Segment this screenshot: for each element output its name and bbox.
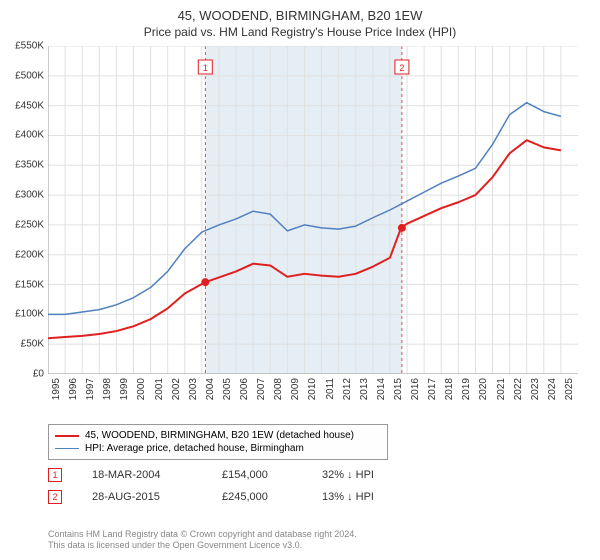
x-tick-label: 2001 — [154, 378, 165, 400]
sale-marker-icon: 2 — [48, 490, 62, 504]
x-tick-label: 2011 — [325, 378, 336, 400]
sale-price: £154,000 — [222, 469, 292, 481]
y-tick-label: £200K — [15, 249, 44, 260]
chart-title: 45, WOODEND, BIRMINGHAM, B20 1EW — [0, 0, 600, 23]
y-tick-label: £500K — [15, 70, 44, 81]
sale-row: 2 28-AUG-2015 £245,000 13% ↓ HPI — [48, 490, 412, 504]
legend-label: 45, WOODEND, BIRMINGHAM, B20 1EW (detach… — [85, 430, 354, 441]
svg-text:1: 1 — [203, 63, 208, 73]
x-tick-label: 2004 — [205, 378, 216, 400]
x-tick-label: 2025 — [564, 378, 575, 400]
y-tick-label: £250K — [15, 219, 44, 230]
x-tick-label: 2008 — [273, 378, 284, 400]
x-tick-label: 2012 — [342, 378, 353, 400]
y-tick-label: £450K — [15, 100, 44, 111]
x-tick-label: 1995 — [51, 378, 62, 400]
x-tick-label: 2016 — [410, 378, 421, 400]
y-tick-label: £300K — [15, 190, 44, 201]
sale-marker-icon: 1 — [48, 468, 62, 482]
sale-date: 28-AUG-2015 — [92, 491, 192, 503]
x-tick-label: 2007 — [256, 378, 267, 400]
footer-line: This data is licensed under the Open Gov… — [48, 540, 357, 552]
y-tick-label: £550K — [15, 41, 44, 52]
legend-label: HPI: Average price, detached house, Birm… — [85, 443, 304, 454]
x-tick-label: 2002 — [171, 378, 182, 400]
x-tick-label: 1999 — [119, 378, 130, 400]
x-tick-label: 2010 — [307, 378, 318, 400]
sale-delta: 13% ↓ HPI — [322, 491, 412, 503]
x-tick-label: 2005 — [222, 378, 233, 400]
sale-rows: 1 18-MAR-2004 £154,000 32% ↓ HPI 2 28-AU… — [48, 468, 412, 512]
plot-svg: 12 — [48, 46, 578, 374]
x-tick-label: 2024 — [547, 378, 558, 400]
svg-text:2: 2 — [399, 63, 404, 73]
x-tick-label: 2000 — [136, 378, 147, 400]
sale-delta: 32% ↓ HPI — [322, 469, 412, 481]
x-tick-label: 2014 — [376, 378, 387, 400]
x-tick-label: 2009 — [290, 378, 301, 400]
x-tick-label: 1998 — [102, 378, 113, 400]
y-tick-label: £0 — [33, 369, 44, 380]
x-tick-label: 2006 — [239, 378, 250, 400]
plot-area: 12 — [48, 46, 578, 374]
sale-date: 18-MAR-2004 — [92, 469, 192, 481]
y-axis: £0£50K£100K£150K£200K£250K£300K£350K£400… — [0, 46, 48, 374]
footer: Contains HM Land Registry data © Crown c… — [48, 529, 357, 552]
legend-item: HPI: Average price, detached house, Birm… — [55, 442, 381, 455]
legend-swatch — [55, 448, 79, 450]
x-tick-label: 2003 — [188, 378, 199, 400]
y-tick-label: £400K — [15, 130, 44, 141]
x-tick-label: 2021 — [496, 378, 507, 400]
x-tick-label: 2018 — [444, 378, 455, 400]
y-tick-label: £150K — [15, 279, 44, 290]
x-tick-label: 2022 — [513, 378, 524, 400]
legend: 45, WOODEND, BIRMINGHAM, B20 1EW (detach… — [48, 424, 388, 460]
x-tick-label: 2017 — [427, 378, 438, 400]
x-tick-label: 2019 — [461, 378, 472, 400]
x-tick-label: 1997 — [85, 378, 96, 400]
x-tick-label: 2023 — [530, 378, 541, 400]
x-tick-label: 1996 — [68, 378, 79, 400]
legend-item: 45, WOODEND, BIRMINGHAM, B20 1EW (detach… — [55, 429, 381, 442]
x-tick-label: 2015 — [393, 378, 404, 400]
sale-price: £245,000 — [222, 491, 292, 503]
chart-container: 45, WOODEND, BIRMINGHAM, B20 1EW Price p… — [0, 0, 600, 560]
x-axis: 1995 1996 1997 1998 1999 2000 2001 2002 2003 2004… — [48, 374, 578, 422]
chart-subtitle: Price paid vs. HM Land Registry's House … — [0, 23, 600, 39]
y-tick-label: £50K — [21, 339, 44, 350]
legend-swatch — [55, 435, 79, 437]
y-tick-label: £350K — [15, 160, 44, 171]
y-tick-label: £100K — [15, 309, 44, 320]
sale-row: 1 18-MAR-2004 £154,000 32% ↓ HPI — [48, 468, 412, 482]
x-tick-label: 2013 — [359, 378, 370, 400]
x-tick-label: 2020 — [478, 378, 489, 400]
footer-line: Contains HM Land Registry data © Crown c… — [48, 529, 357, 541]
